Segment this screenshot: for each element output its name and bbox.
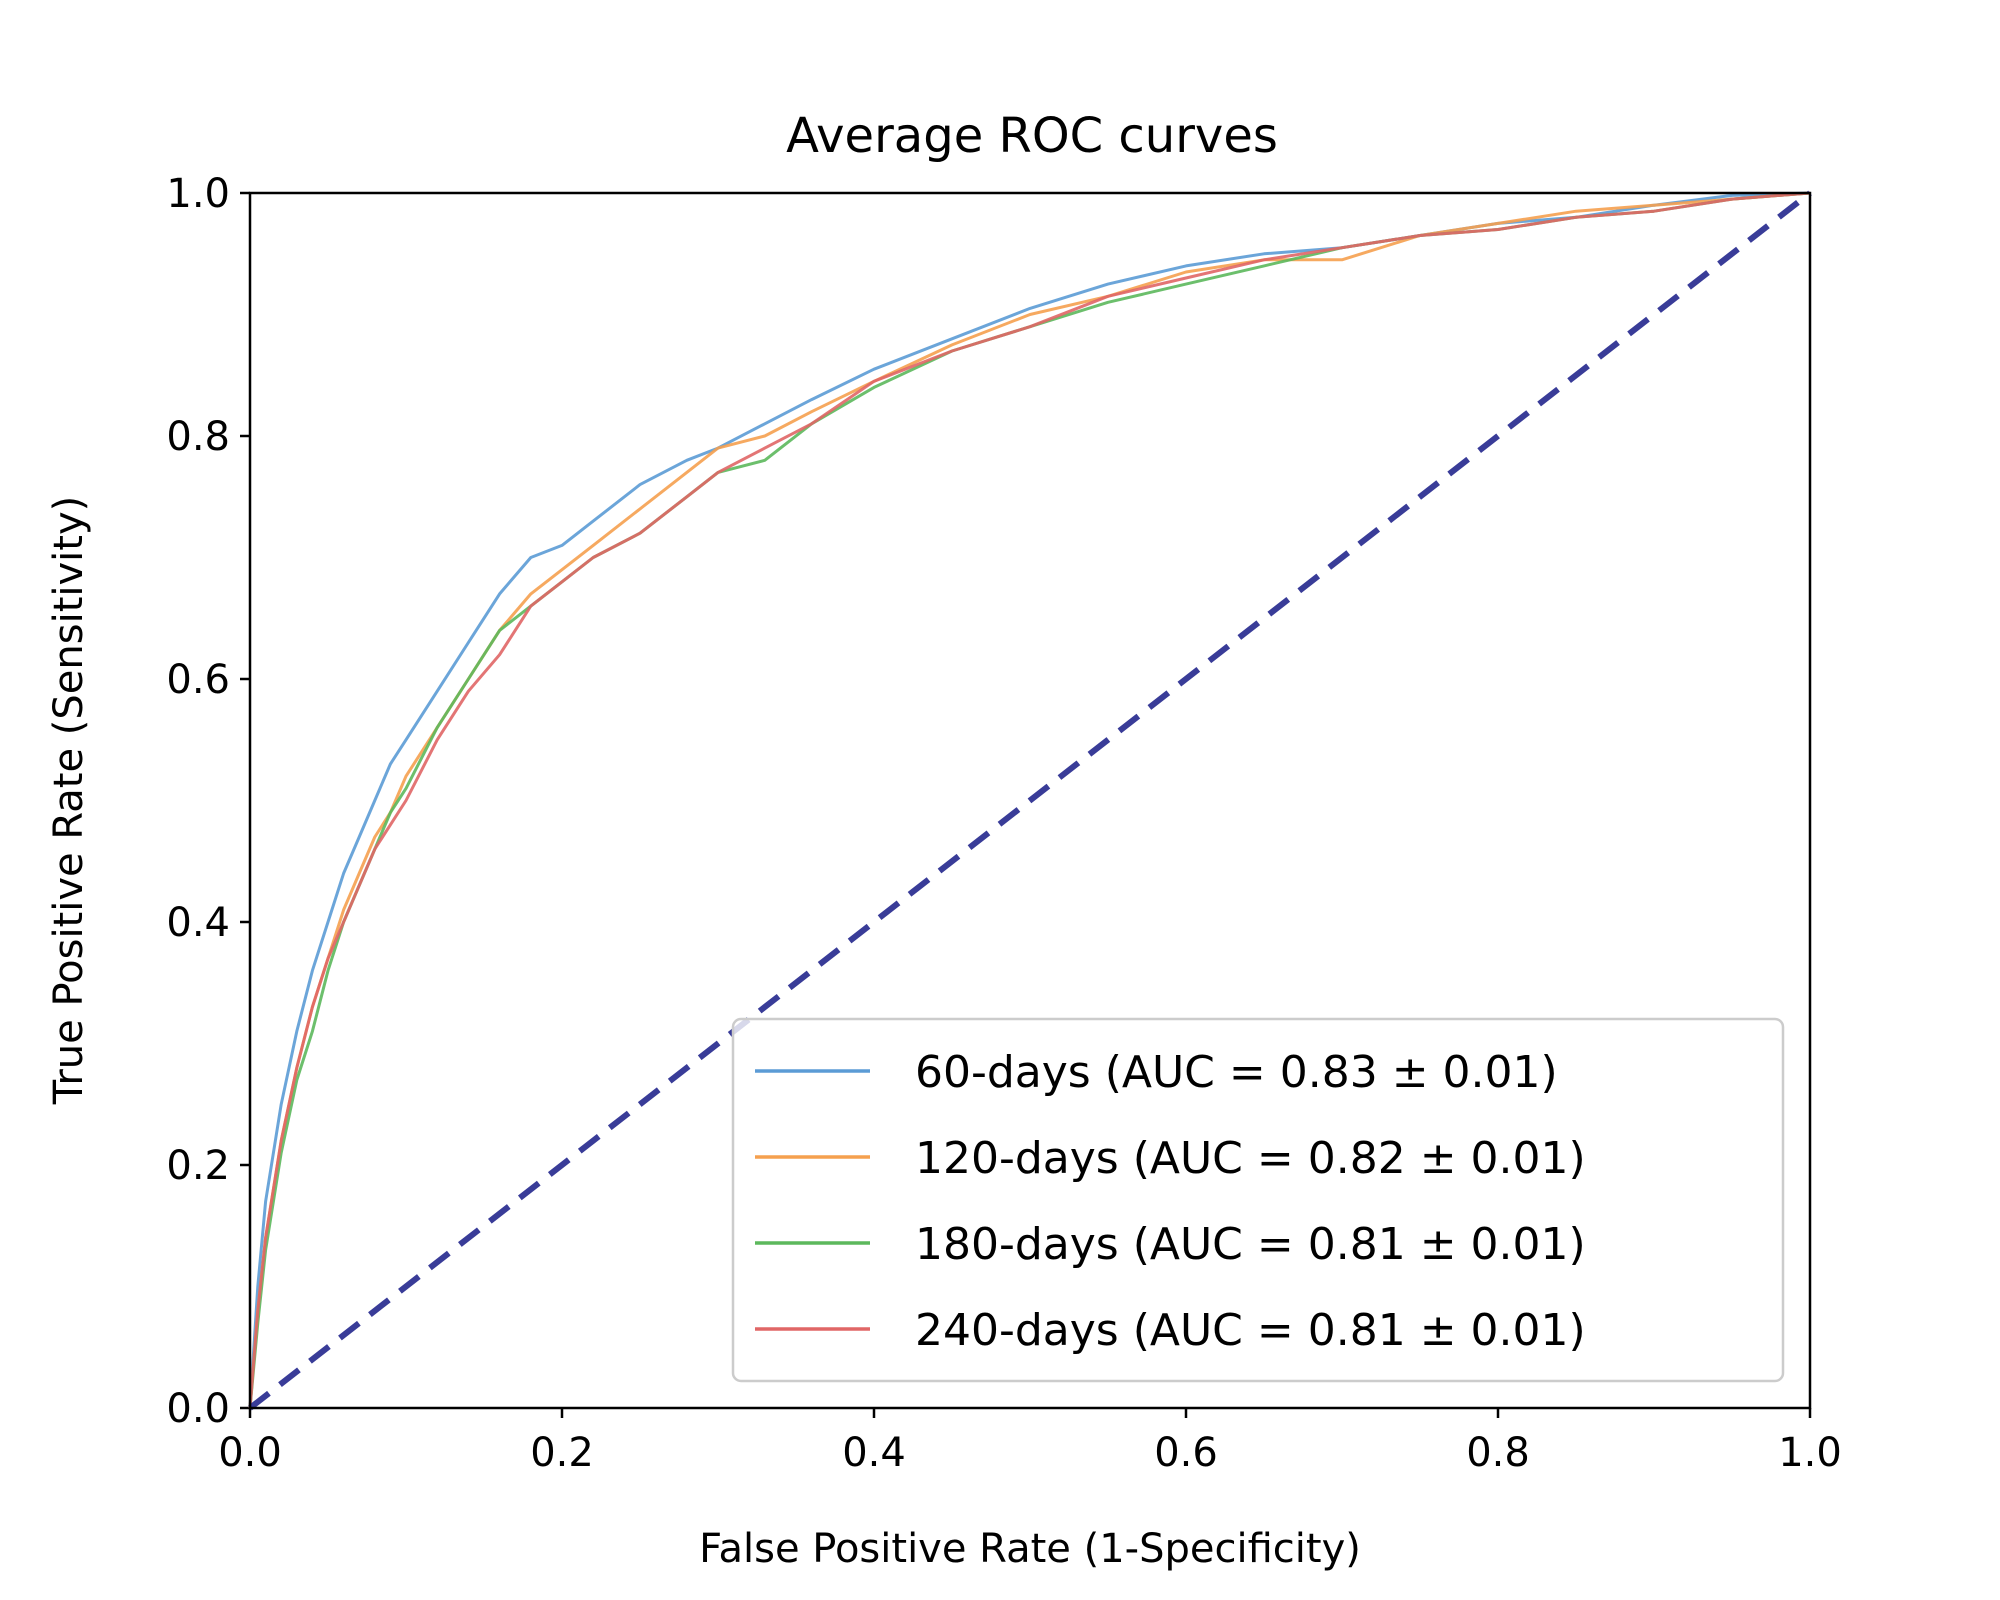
y-tick-label: 1.0 — [166, 171, 230, 217]
y-axis-label: True Positive Rate (Sensitivity) — [46, 496, 92, 1105]
axis-ticks: 0.0 0.2 0.4 0.6 0.8 1.0 0.0 0.2 0.4 0.6 0.8 1.0 — [166, 171, 1841, 1476]
y-tick-label: 0.4 — [166, 900, 230, 946]
x-tick-label: 0.4 — [842, 1430, 906, 1476]
chance-diagonal-line — [248, 190, 1812, 1411]
legend: 60-days (AUC = 0.83 ± 0.01) 120-days (AUC… — [731, 1017, 1785, 1383]
legend-label: 240-days (AUC = 0.81 ± 0.01) — [915, 1305, 1586, 1356]
x-tick-label: 0.8 — [1466, 1430, 1530, 1476]
y-tick-label: 0.6 — [166, 657, 230, 703]
legend-items: 60-days (AUC = 0.83 ± 0.01) 120-days (AUC… — [755, 1047, 1586, 1356]
legend-label: 180-days (AUC = 0.81 ± 0.01) — [915, 1219, 1586, 1270]
legend-box — [731, 1017, 1785, 1383]
plot-frame — [248, 191, 1812, 1410]
y-tick-label: 0.2 — [166, 1143, 230, 1189]
x-tick-label: 0.2 — [530, 1430, 594, 1476]
legend-label: 120-days (AUC = 0.82 ± 0.01) — [915, 1133, 1586, 1184]
x-axis-label: False Positive Rate (1-Specificity) — [699, 1526, 1361, 1572]
y-tick-label: 0.8 — [166, 414, 230, 460]
series-line-4 — [248, 191, 1811, 1409]
x-tick-label: 0.6 — [1154, 1430, 1218, 1476]
series-lines — [248, 190, 1812, 1411]
x-tick-label: 1.0 — [1778, 1430, 1842, 1476]
x-tick-label: 0.0 — [218, 1430, 282, 1476]
chart-title: Average ROC curves — [786, 108, 1278, 164]
y-tick-label: 0.0 — [166, 1386, 230, 1432]
legend-label: 60-days (AUC = 0.83 ± 0.01) — [915, 1047, 1558, 1098]
